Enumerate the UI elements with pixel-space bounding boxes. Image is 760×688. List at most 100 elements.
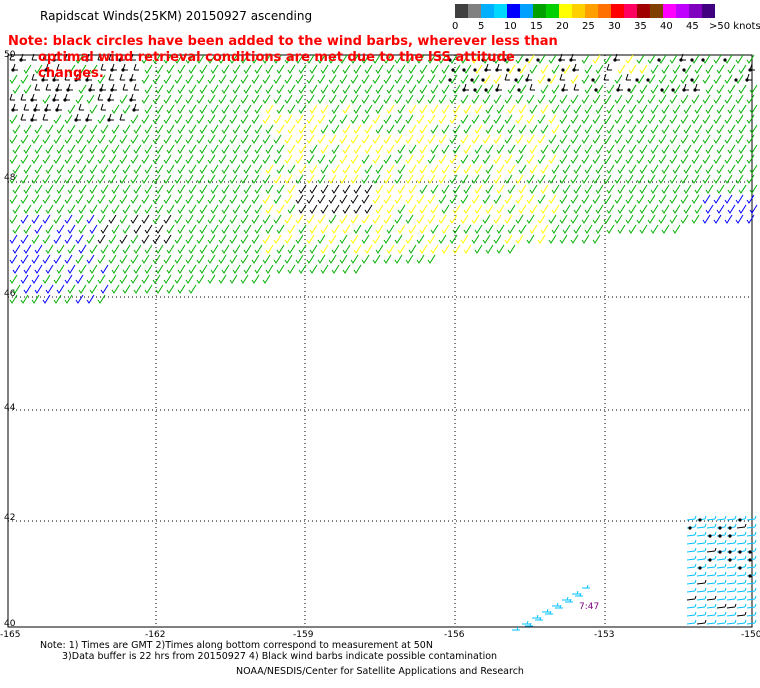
wind-barb — [166, 84, 175, 94]
wind-barb — [738, 104, 747, 114]
wind-barb — [317, 154, 326, 164]
wind-barb — [232, 204, 241, 214]
wind-barb — [584, 64, 593, 74]
wind-barb — [155, 144, 164, 154]
wind-barb — [405, 94, 414, 104]
wind-barb — [320, 244, 329, 254]
wind-barb — [55, 83, 62, 92]
wind-barb — [298, 164, 307, 174]
wind-barb — [716, 595, 727, 601]
wind-barb — [45, 83, 51, 91]
wind-barb — [56, 164, 65, 174]
wind-barb — [284, 74, 293, 84]
wind-barb — [658, 94, 667, 104]
wind-barb — [207, 54, 216, 64]
wind-barb — [636, 134, 645, 144]
legend-swatch — [481, 4, 494, 18]
wind-barb — [680, 194, 689, 204]
wind-barb — [507, 224, 516, 234]
wind-barb — [364, 84, 373, 94]
wind-barb — [152, 134, 161, 144]
wind-barb — [86, 214, 95, 224]
wind-barb — [20, 274, 29, 284]
wind-barb — [218, 214, 227, 224]
wind-barb — [75, 294, 84, 304]
wind-barb — [97, 114, 106, 124]
wind-barb — [672, 224, 681, 234]
wind-barb — [438, 54, 447, 64]
wind-barb — [606, 63, 612, 71]
wind-barb — [328, 114, 337, 124]
wind-barb — [331, 204, 340, 214]
wind-barb — [430, 224, 439, 234]
wind-barb — [210, 244, 219, 254]
wind-barb — [262, 134, 271, 144]
wind-barb — [572, 590, 580, 595]
wind-barb — [372, 214, 381, 224]
wind-barb — [276, 164, 285, 174]
wind-barb — [526, 194, 535, 204]
wind-barb — [696, 563, 707, 570]
wind-barb — [350, 254, 359, 264]
wind-barb — [507, 204, 516, 214]
wind-barb — [647, 54, 656, 64]
wind-barb — [163, 94, 172, 104]
wind-barb — [163, 194, 172, 204]
wind-barb — [405, 214, 414, 224]
wind-barb — [240, 94, 249, 104]
wind-barb — [251, 214, 260, 224]
wind-barb — [155, 104, 164, 114]
wind-barb — [430, 184, 439, 194]
wind-barb — [185, 154, 194, 164]
wind-barb — [614, 114, 623, 124]
wind-barb — [746, 579, 757, 585]
wind-barb — [581, 134, 590, 144]
wind-barb — [63, 93, 70, 102]
wind-barb — [383, 114, 392, 124]
wind-barb — [196, 174, 205, 184]
wind-barb — [306, 174, 315, 184]
longitude-label: -153 — [594, 630, 614, 640]
wind-barb — [78, 244, 87, 254]
wind-barb — [628, 144, 637, 154]
wind-barb — [221, 184, 230, 194]
wind-barb — [185, 194, 194, 204]
wind-barb — [78, 204, 87, 214]
wind-barb — [518, 124, 527, 134]
wind-barb — [375, 144, 384, 154]
wind-barb — [617, 164, 626, 174]
wind-barb — [452, 144, 461, 154]
wind-barb — [207, 174, 216, 184]
wind-barb — [696, 539, 707, 545]
wind-barb — [144, 184, 153, 194]
wind-barb — [350, 74, 359, 84]
footer-credit: NOAA/NESDIS/Center for Satellite Applica… — [236, 666, 524, 677]
wind-barb — [89, 184, 98, 194]
wind-barb — [386, 144, 395, 154]
wind-barb — [383, 214, 392, 224]
wind-barb — [706, 571, 717, 577]
wind-barb — [614, 174, 623, 184]
wind-barb — [12, 204, 21, 214]
wind-barb — [42, 194, 51, 204]
wind-barb — [592, 154, 601, 164]
wind-barb — [727, 204, 736, 214]
wind-barb — [64, 53, 70, 61]
wind-barb — [12, 84, 21, 94]
wind-barb — [448, 54, 458, 64]
wind-barb — [690, 74, 700, 84]
wind-barb — [155, 64, 164, 74]
wind-barb — [736, 595, 747, 601]
wind-barb — [372, 74, 381, 84]
wind-barb — [56, 264, 65, 274]
wind-barb — [713, 114, 722, 124]
wind-barb — [295, 214, 304, 224]
wind-barb — [636, 114, 645, 124]
wind-barb — [243, 144, 252, 154]
wind-barb — [540, 104, 549, 114]
wind-barb — [320, 84, 329, 94]
wind-barb — [74, 73, 81, 82]
wind-barb — [177, 84, 186, 94]
wind-barb — [328, 94, 337, 104]
wind-barb — [529, 184, 538, 194]
